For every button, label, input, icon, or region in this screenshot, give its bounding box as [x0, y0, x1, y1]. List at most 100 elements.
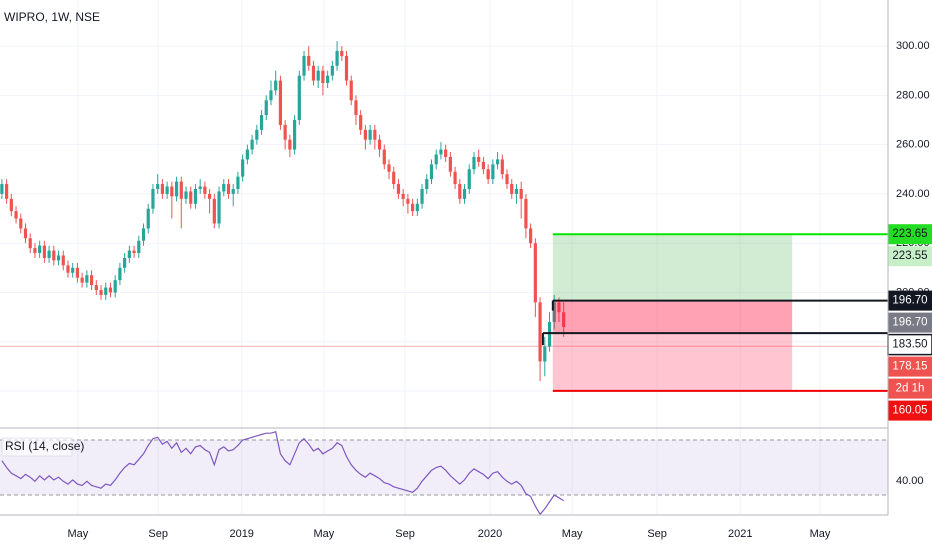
- loss-zone: [552, 333, 793, 391]
- candle-body: [340, 51, 344, 56]
- candle-body: [71, 267, 75, 273]
- candle-body: [94, 285, 98, 291]
- x-tick-label: Sep: [395, 528, 415, 540]
- candle-body: [529, 228, 533, 244]
- candle-body: [184, 191, 188, 199]
- x-tick-label: May: [562, 528, 583, 540]
- candle-body: [538, 302, 542, 362]
- price-pane: [0, 41, 888, 392]
- candle-body: [80, 277, 84, 283]
- candle-body: [425, 179, 429, 189]
- x-tick-label: 2020: [478, 528, 502, 540]
- candle-body: [23, 228, 28, 239]
- price-label: 196.70: [892, 317, 927, 329]
- candle-body: [514, 188, 519, 194]
- x-tick-label: Sep: [647, 528, 667, 540]
- candle-body: [411, 203, 415, 212]
- candle-body: [113, 280, 117, 293]
- candle-body: [151, 188, 155, 209]
- price-label: 183.50: [892, 339, 927, 351]
- candle-body: [212, 198, 216, 224]
- candle-body: [189, 191, 193, 204]
- candle-body: [557, 302, 561, 313]
- candle-body: [33, 248, 37, 254]
- candle-body: [85, 275, 89, 283]
- rsi-band: [0, 440, 888, 496]
- x-tick-label: 2021: [728, 528, 752, 540]
- candle-body: [382, 149, 386, 165]
- rsi-title: RSI (14, close): [5, 439, 84, 453]
- candle-body: [174, 181, 179, 197]
- candle-body: [311, 65, 316, 81]
- candle-body: [547, 322, 552, 347]
- candle-body: [99, 290, 103, 295]
- candle-body: [462, 188, 467, 199]
- candle-body: [316, 70, 320, 81]
- price-label-box: [888, 400, 932, 421]
- candle-body: [193, 188, 198, 204]
- candle-body: [14, 211, 18, 219]
- candle-body: [330, 65, 334, 76]
- candle-body: [9, 198, 13, 212]
- candle-body: [250, 139, 254, 150]
- rsi-pane: [0, 431, 888, 515]
- candle-body: [19, 218, 23, 229]
- candle-body: [226, 184, 231, 194]
- candle-body: [66, 265, 70, 273]
- rsi-line: [1, 431, 565, 515]
- candle-body: [5, 184, 9, 199]
- candle-body: [264, 100, 268, 116]
- rsi-legend-box: [1, 437, 73, 457]
- candle-body: [359, 115, 363, 130]
- candle-body: [288, 139, 292, 150]
- candle-body: [510, 184, 514, 194]
- candle-body: [245, 149, 249, 160]
- candle-body: [75, 267, 80, 278]
- candle-body: [118, 267, 122, 281]
- candle-body: [368, 129, 372, 140]
- candle-body: [420, 188, 424, 204]
- candle-body: [349, 80, 353, 101]
- candle-body: [42, 245, 46, 258]
- price-label: 196.70: [892, 295, 927, 307]
- candle-body: [208, 193, 212, 199]
- candle-body: [524, 198, 528, 229]
- candle-body: [321, 70, 325, 84]
- candle-body: [146, 208, 150, 229]
- y-tick-label: 260.00: [896, 139, 930, 151]
- candle-body: [236, 176, 240, 189]
- candle-body: [52, 250, 56, 261]
- candle-body: [429, 164, 434, 180]
- candle-body: [335, 51, 339, 66]
- candle-body: [179, 181, 183, 199]
- x-tick-label: May: [313, 528, 334, 540]
- candle-body: [434, 154, 438, 165]
- candle-body: [562, 312, 566, 327]
- rsi-tick-label: 40.00: [896, 475, 924, 487]
- candle-body: [415, 203, 419, 212]
- candle-body: [326, 75, 330, 84]
- candle-body: [448, 156, 452, 172]
- price-label-box: [888, 246, 932, 267]
- candle-body: [274, 80, 278, 91]
- candle-body: [278, 80, 283, 125]
- axes: MaySep2019MaySep2020MaySep2021May160.001…: [68, 40, 932, 540]
- price-label: 223.55: [892, 250, 927, 262]
- candle-body: [472, 156, 476, 170]
- candle-body: [486, 169, 490, 180]
- candle-body: [283, 124, 287, 140]
- candle-body: [533, 243, 537, 303]
- y-tick-label: 240.00: [896, 188, 930, 200]
- candle-body: [108, 287, 113, 293]
- candle-body: [302, 55, 306, 76]
- candle-body: [363, 129, 367, 140]
- candle-body: [401, 193, 405, 199]
- rsi-axis: 40.00 80.00: [896, 429, 924, 487]
- candle-body: [500, 159, 504, 175]
- candle-body: [495, 159, 500, 165]
- candle-body: [56, 255, 61, 261]
- candle-body: [127, 250, 131, 258]
- candle-body: [231, 188, 235, 194]
- price-label: 178.15: [892, 361, 927, 373]
- candle-body: [269, 90, 273, 101]
